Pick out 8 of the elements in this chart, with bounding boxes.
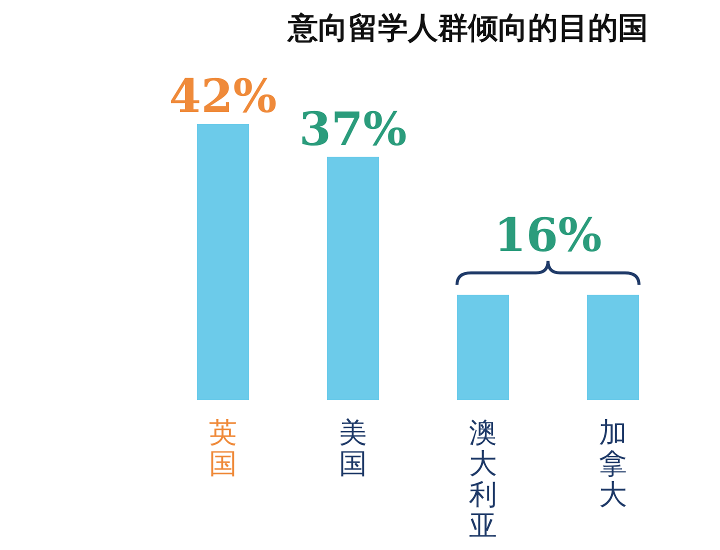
x-tick-label: 加拿大: [599, 416, 627, 511]
data-label: 42%: [169, 69, 277, 123]
x-tick-label: 英国: [209, 416, 237, 480]
chart-title: 意向留学人群倾向的目的国: [286, 10, 649, 48]
data-label: 37%: [299, 102, 407, 156]
annotation: 16%: [494, 208, 602, 262]
x-tick-label: 美国: [339, 416, 367, 480]
x-tick-label: 澳大利亚: [469, 416, 497, 542]
